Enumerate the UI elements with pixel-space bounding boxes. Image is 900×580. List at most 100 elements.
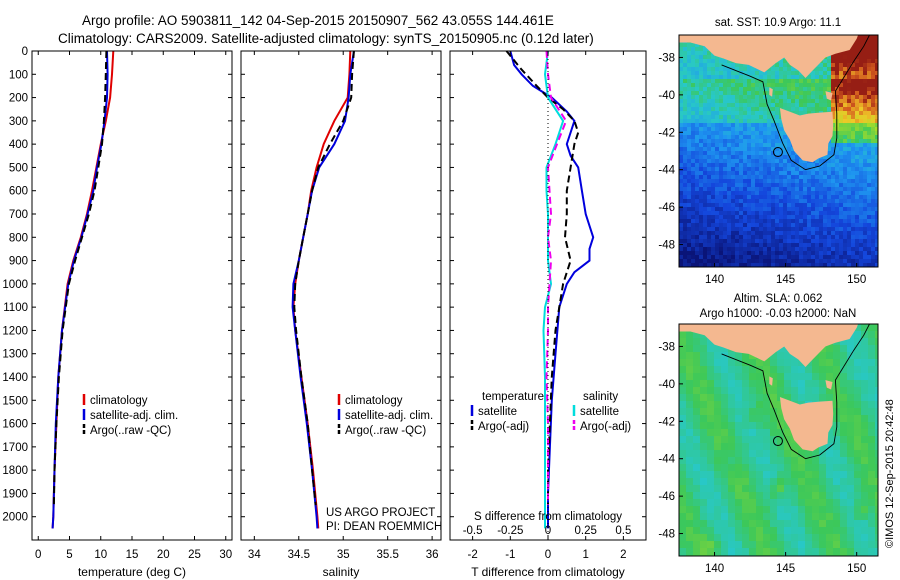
sla_map-cell bbox=[868, 436, 876, 444]
sst_map-cell bbox=[799, 167, 804, 172]
sst_map-cell bbox=[787, 211, 792, 216]
sla_map-cell bbox=[742, 506, 750, 514]
sla_map-cell bbox=[763, 541, 771, 549]
sla_map-cell bbox=[721, 366, 729, 374]
sst_map-cell bbox=[691, 127, 696, 132]
sst_map-cell bbox=[755, 79, 760, 84]
sst_map-cell bbox=[739, 155, 744, 160]
sst_map-cell bbox=[687, 99, 692, 104]
sst_map-cell bbox=[767, 171, 772, 176]
sst_map-cell bbox=[715, 71, 720, 76]
sla_map-cell bbox=[742, 499, 750, 507]
sst_map-cell bbox=[819, 251, 824, 256]
sst_map-cell bbox=[763, 259, 768, 264]
sst_map-cell bbox=[691, 195, 696, 200]
sst_map-cell bbox=[695, 171, 700, 176]
sst_map-cell bbox=[791, 239, 796, 244]
sst_map-cell bbox=[731, 255, 736, 260]
sst_map-cell bbox=[703, 75, 708, 80]
sst_map-cell bbox=[779, 119, 784, 124]
sla_map-cell bbox=[714, 478, 722, 486]
sla_map-cell bbox=[798, 373, 806, 381]
sst_map-cell bbox=[739, 123, 744, 128]
temperature-legend-label: satellite-adj. clim. bbox=[90, 410, 178, 422]
sla_map-cell bbox=[679, 401, 687, 409]
sla_map-cell bbox=[693, 506, 701, 514]
sst_map-cell bbox=[827, 211, 832, 216]
sst_map-cell bbox=[751, 259, 756, 264]
sst_map-cell bbox=[687, 139, 692, 144]
sst_map-cell bbox=[687, 79, 692, 84]
sst_map-cell bbox=[723, 139, 728, 144]
sst_map-cell bbox=[707, 227, 712, 232]
sst_map-cell bbox=[875, 235, 878, 240]
sst_map-cell bbox=[799, 211, 804, 216]
sst_map-cell bbox=[723, 131, 728, 136]
sst_map-cell bbox=[695, 199, 700, 204]
sst_map-cell bbox=[839, 147, 844, 152]
sst_map-cell bbox=[759, 255, 764, 260]
sst_map-cell bbox=[815, 183, 820, 188]
sst_map-cell bbox=[743, 187, 748, 192]
sst_map-cell bbox=[723, 227, 728, 232]
sla_map-cell bbox=[791, 359, 799, 367]
sla_map-cell bbox=[756, 373, 764, 381]
sst_map-cell bbox=[743, 99, 748, 104]
sla_map-cell bbox=[749, 366, 757, 374]
sla_map-cell bbox=[861, 366, 869, 374]
sst_map-cell bbox=[727, 259, 732, 264]
sst_map-cell bbox=[735, 171, 740, 176]
sst_map-cell bbox=[871, 183, 876, 188]
sla_map-cell bbox=[840, 345, 848, 353]
sst_map-cell bbox=[863, 135, 868, 140]
sla_map-cell bbox=[735, 464, 743, 472]
sst_map-cell bbox=[779, 143, 784, 148]
sst_map-cell bbox=[763, 99, 768, 104]
sst_map-cell bbox=[679, 43, 684, 48]
sst_map-cell bbox=[819, 219, 824, 224]
sst_map-cell bbox=[783, 135, 788, 140]
sst_map-cell bbox=[839, 59, 844, 64]
sst_map-cell bbox=[763, 87, 768, 92]
sla_map-cell bbox=[714, 492, 722, 500]
sst_map-cell bbox=[755, 175, 760, 180]
sst_map-cell bbox=[783, 175, 788, 180]
sst_map-cell bbox=[767, 263, 772, 267]
sst_map-cell bbox=[859, 63, 864, 68]
sst_map-cell bbox=[831, 119, 836, 124]
sst_map-cell bbox=[859, 263, 864, 267]
sla_map-cell bbox=[812, 541, 820, 549]
sla_map-cell bbox=[791, 527, 799, 535]
sst_map-cell bbox=[779, 171, 784, 176]
sst_map-cell bbox=[855, 131, 860, 136]
sla_map-cell bbox=[714, 429, 722, 437]
sst_map-cell bbox=[787, 79, 792, 84]
sst_map-cell bbox=[715, 191, 720, 196]
sst_map-cell bbox=[819, 91, 824, 96]
sla_map-cell bbox=[847, 450, 855, 458]
sla_map-cell bbox=[868, 464, 876, 472]
sst_map-cell bbox=[739, 247, 744, 252]
sst_map-xtick-label: 145 bbox=[776, 274, 795, 286]
sla_map-cell bbox=[721, 471, 729, 479]
sla_map-cell bbox=[700, 450, 708, 458]
sst_map-cell bbox=[747, 131, 752, 136]
sst_map-cell bbox=[823, 207, 828, 212]
sst_map-cell bbox=[679, 243, 684, 248]
sst_map-cell bbox=[843, 175, 848, 180]
sst_map-cell bbox=[839, 239, 844, 244]
sst_map-cell bbox=[847, 203, 852, 208]
sst_map-cell bbox=[859, 155, 864, 160]
temperature-ytick-label: 1300 bbox=[2, 349, 28, 361]
sst_map-cell bbox=[747, 115, 752, 120]
sla_map-cell bbox=[875, 513, 878, 521]
sst_map-cell bbox=[815, 187, 820, 192]
sst_map-cell bbox=[795, 235, 800, 240]
sst_map-cell bbox=[687, 131, 692, 136]
sst_map-cell bbox=[847, 251, 852, 256]
sst_map-cell bbox=[771, 135, 776, 140]
sla_map-cell bbox=[826, 429, 834, 437]
sst_map-cell bbox=[743, 127, 748, 132]
sst_map-cell bbox=[767, 179, 772, 184]
sst_map-cell bbox=[759, 135, 764, 140]
